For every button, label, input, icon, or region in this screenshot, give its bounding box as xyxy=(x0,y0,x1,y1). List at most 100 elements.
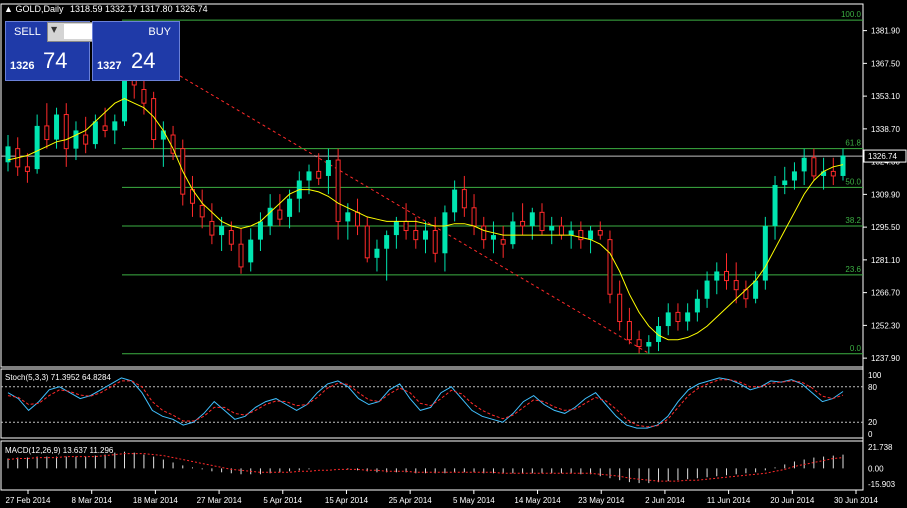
date-tick-label: 15 Apr 2014 xyxy=(325,496,369,505)
candle-body xyxy=(413,230,419,241)
candle-body xyxy=(490,235,496,240)
candle-body xyxy=(393,221,399,236)
candle-body xyxy=(432,230,438,254)
candle-body xyxy=(219,225,225,236)
stoch-title: Stoch(5,3,3) 71.3952 64.8284 xyxy=(5,373,111,382)
candle-body xyxy=(345,212,351,222)
ohlc-values: 1318.59 1332.17 1317.80 1326.74 xyxy=(69,4,208,14)
candle-body xyxy=(801,157,807,172)
date-tick-label: 11 Jun 2014 xyxy=(707,496,751,505)
current-price-label: 1326.74 xyxy=(868,152,897,161)
fib-level-label: 61.8 xyxy=(845,139,861,148)
candle-body xyxy=(141,89,147,104)
price-tick-label: 1309.90 xyxy=(871,190,900,199)
candle-body xyxy=(529,212,535,226)
date-tick-label: 14 May 2014 xyxy=(514,496,561,505)
candle-body xyxy=(694,298,700,313)
candle-body xyxy=(821,171,827,176)
candle-body xyxy=(510,221,516,245)
date-tick-label: 30 Jun 2014 xyxy=(834,496,879,505)
date-tick-label: 27 Feb 2014 xyxy=(6,496,51,505)
date-tick-label: 5 Apr 2014 xyxy=(263,496,302,505)
candle-body xyxy=(73,130,79,149)
date-tick-label: 18 Mar 2014 xyxy=(133,496,178,505)
candle-body xyxy=(160,130,166,140)
candle-body xyxy=(112,121,118,131)
sell-button[interactable]: SELL xyxy=(14,26,41,38)
price-tick-label: 1367.50 xyxy=(871,59,900,68)
trendline xyxy=(164,66,650,354)
chevron-down-icon[interactable]: ▼ xyxy=(51,25,58,34)
triangle-up-icon: ▲ xyxy=(4,4,13,14)
price-tick-label: 1266.70 xyxy=(871,289,900,298)
candle-body xyxy=(500,239,506,245)
candle-body xyxy=(704,280,710,299)
price-tick-label: 1338.70 xyxy=(871,125,900,134)
stoch-level-label: 20 xyxy=(868,418,877,427)
price-tick-label: 1381.90 xyxy=(871,27,900,36)
candle-body xyxy=(791,171,797,181)
candle-body xyxy=(54,114,60,140)
candle-body xyxy=(384,235,390,249)
candle-body xyxy=(287,198,293,217)
candle-body xyxy=(257,221,263,240)
date-tick-label: 20 Jun 2014 xyxy=(770,496,815,505)
candle-body xyxy=(782,180,788,186)
candle-body xyxy=(325,160,331,176)
buy-button[interactable]: BUY xyxy=(148,26,171,38)
price-tick-label: 1252.30 xyxy=(871,321,900,330)
stoch-signal-line xyxy=(7,379,844,428)
macd-title: MACD(12,26,9) 13.637 11.296 xyxy=(5,446,114,455)
candle-body xyxy=(558,225,564,236)
candle-body xyxy=(840,155,846,176)
candle-body xyxy=(34,125,40,170)
candle-body xyxy=(714,271,720,281)
candle-body xyxy=(733,280,739,291)
candle-body xyxy=(44,125,50,141)
candle-body xyxy=(588,230,594,240)
candle-body xyxy=(723,270,729,282)
macd-signal-line xyxy=(7,453,844,482)
buy-price-pips: 24 xyxy=(131,48,156,73)
candle-body xyxy=(762,225,768,281)
buy-box[interactable]: BUY 1327 24 xyxy=(92,21,180,81)
candle-body xyxy=(24,166,30,172)
candle-body xyxy=(520,220,526,227)
symbol-label: GOLD,Daily xyxy=(15,4,64,14)
candle-body xyxy=(830,170,836,177)
moving-average-line xyxy=(7,98,844,341)
fib-level-label: 50.0 xyxy=(845,177,861,186)
candle-body xyxy=(607,239,613,295)
price-tick-label: 1237.90 xyxy=(871,354,900,363)
candle-body xyxy=(568,230,574,236)
sell-price-prefix: 1326 xyxy=(10,60,35,72)
stoch-level-label: 100 xyxy=(868,371,882,380)
candle-body xyxy=(578,230,584,241)
macd-pane-border xyxy=(0,440,864,491)
candle-body xyxy=(316,170,322,179)
candle-body xyxy=(374,248,380,258)
candle-body xyxy=(92,121,98,145)
candle-body xyxy=(228,230,234,245)
candle-body xyxy=(471,207,477,227)
price-tick-label: 1281.10 xyxy=(871,256,900,265)
candle-body xyxy=(199,205,205,218)
candle-body xyxy=(617,293,623,323)
candle-body xyxy=(423,230,428,240)
stoch-main-line xyxy=(7,377,844,429)
fib-level-label: 100.0 xyxy=(841,10,862,19)
candle-body xyxy=(248,239,254,263)
macd-level-label: -15.903 xyxy=(868,480,896,489)
candle-body xyxy=(549,225,555,231)
candle-body xyxy=(675,311,681,323)
candle-body xyxy=(539,211,545,232)
candle-body xyxy=(63,114,69,150)
candle-body xyxy=(636,339,642,348)
fib-level-label: 23.6 xyxy=(845,265,861,274)
date-tick-label: 5 May 2014 xyxy=(453,496,495,505)
candle-body xyxy=(646,341,652,347)
candle-body xyxy=(277,209,283,220)
candle-body xyxy=(335,159,341,222)
date-tick-label: 8 Mar 2014 xyxy=(71,496,112,505)
